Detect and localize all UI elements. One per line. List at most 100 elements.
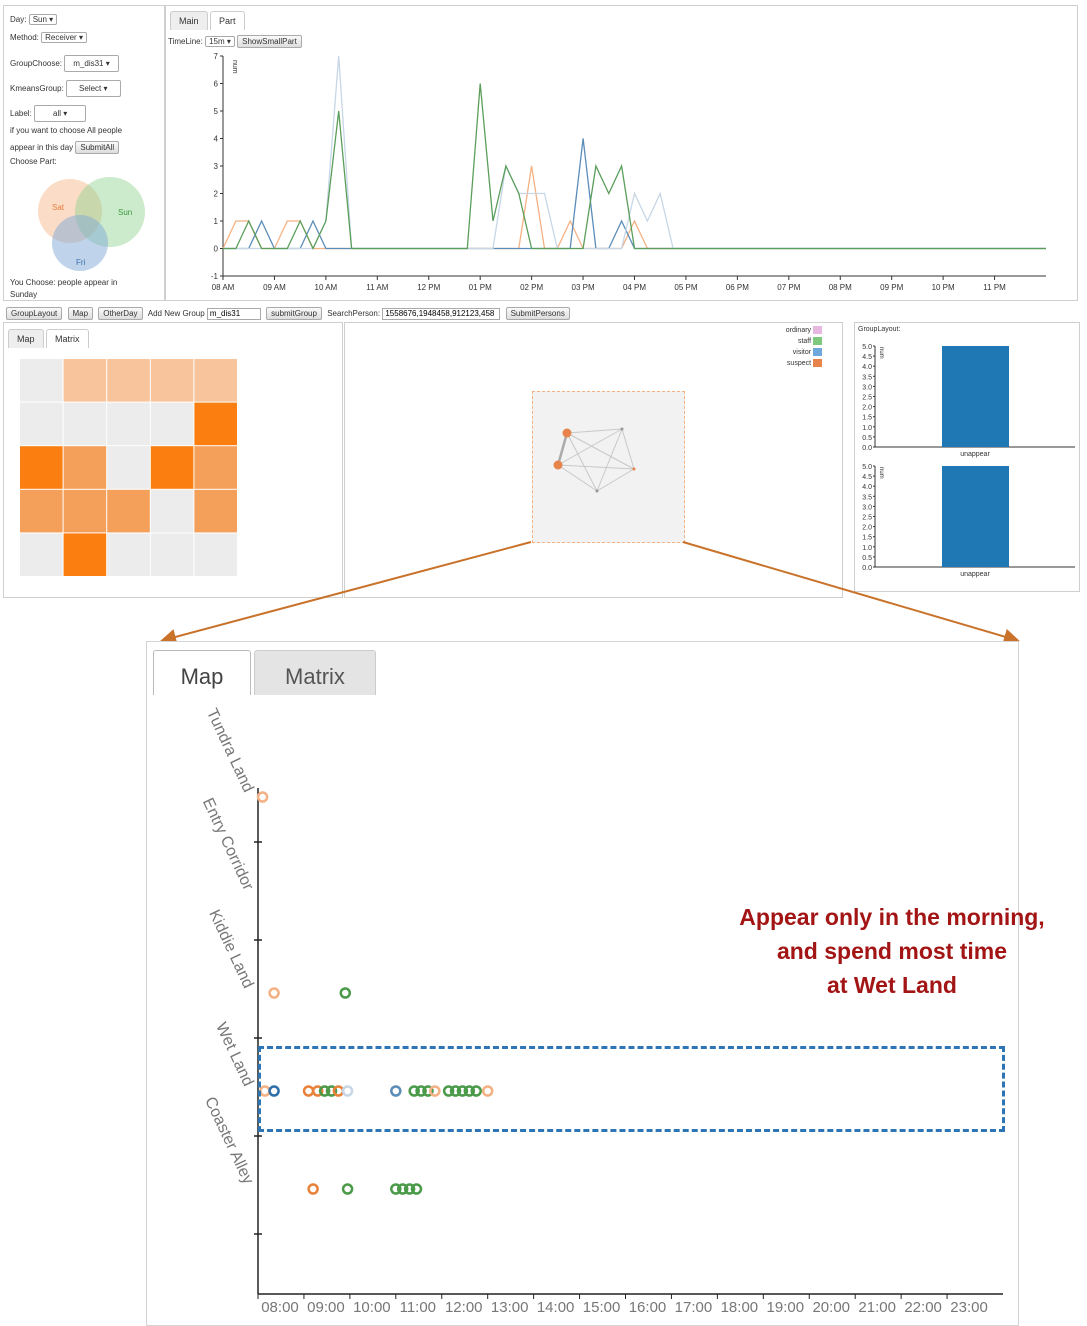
bar-label: unappear xyxy=(960,571,990,578)
annotation-line-3: at Wet Land xyxy=(827,972,957,998)
submit-group-button[interactable]: submitGroup xyxy=(266,307,322,320)
x-tick-label: 18:00 xyxy=(721,1299,759,1316)
y-tick-label: 0.5 xyxy=(862,555,872,562)
y-axis-label: num xyxy=(878,467,884,479)
x-tick-label: 09:00 xyxy=(307,1299,345,1316)
x-tick-label: 13:00 xyxy=(491,1299,529,1316)
zoom-connector xyxy=(160,541,1020,645)
x-tick-label: 17:00 xyxy=(675,1299,713,1316)
legend: ordinary staff visitor suspect xyxy=(786,325,822,369)
y-axis-label: num xyxy=(878,347,884,359)
kmeans-dropdown[interactable]: Select ▾ xyxy=(66,80,121,97)
y-tick-label: 0.5 xyxy=(862,435,872,442)
event-point xyxy=(325,1085,338,1097)
venn-fri-circle[interactable] xyxy=(52,215,108,271)
timeline-select[interactable]: 15m ▾ xyxy=(205,36,235,47)
venn-sat-label: Sat xyxy=(52,203,65,212)
network-node[interactable] xyxy=(553,460,563,470)
y-tick-label: 2.0 xyxy=(862,525,872,532)
x-tick-label: 10 PM xyxy=(932,283,955,292)
tab-map[interactable]: Map xyxy=(8,329,44,348)
grouplayout-button[interactable]: GroupLayout xyxy=(6,307,63,320)
matrix-cell xyxy=(63,402,107,446)
label-dropdown[interactable]: all ▾ xyxy=(34,105,87,122)
tab-matrix[interactable]: Matrix xyxy=(46,329,89,348)
y-axis-label: num xyxy=(231,60,238,74)
adjacency-matrix[interactable] xyxy=(20,359,240,579)
y-tick-label: 6 xyxy=(214,80,219,89)
method-row: Method: Receiver ▾ xyxy=(10,32,87,43)
matrix-cell xyxy=(150,359,194,402)
submitall-button[interactable]: SubmitAll xyxy=(75,141,120,154)
you-choose-text-1: You Choose: people appear in xyxy=(10,278,118,287)
network-node[interactable] xyxy=(562,428,572,438)
zoom-tab-map[interactable]: Map xyxy=(153,650,251,695)
matrix-cell xyxy=(20,446,63,489)
x-tick-label: 05 PM xyxy=(674,283,697,292)
matrix-cell xyxy=(194,533,237,576)
group-node-box[interactable] xyxy=(532,391,685,543)
tab-main[interactable]: Main xyxy=(170,11,208,30)
x-tick-label: 08 PM xyxy=(829,283,852,292)
y-tick-label: 1 xyxy=(214,217,219,226)
method-select[interactable]: Receiver ▾ xyxy=(41,32,87,43)
venn-diagram[interactable]: Sat Sun Fri xyxy=(32,169,152,274)
network-node[interactable] xyxy=(620,427,624,431)
x-tick-label: 03 PM xyxy=(572,283,595,292)
day-select[interactable]: Sun ▾ xyxy=(28,14,58,25)
bar xyxy=(942,346,1009,447)
add-group-label: Add New Group xyxy=(147,309,205,318)
x-tick-label: 09 PM xyxy=(880,283,903,292)
network-node[interactable] xyxy=(595,489,599,493)
y-category-label: Coaster Alley xyxy=(201,1094,256,1187)
otherday-button[interactable]: OtherDay xyxy=(98,307,143,320)
legend-swatch xyxy=(813,348,822,357)
y-tick-label: -1 xyxy=(211,272,219,281)
legend-label: suspect xyxy=(786,360,812,367)
show-small-part-button[interactable]: ShowSmallPart xyxy=(237,35,302,48)
matrix-cell xyxy=(194,489,237,533)
zoom-arrow-left xyxy=(160,541,532,645)
x-tick-label: 23:00 xyxy=(950,1299,988,1316)
groupchoose-dropdown[interactable]: m_dis31 ▾ xyxy=(64,55,119,72)
label-row: Label: all ▾ xyxy=(10,105,87,122)
kmeans-row: KmeansGroup: Select ▾ xyxy=(10,80,121,97)
network-edge xyxy=(596,428,623,492)
add-group-input[interactable] xyxy=(206,307,261,320)
x-tick-label: 02 PM xyxy=(520,283,543,292)
matrix-cell xyxy=(107,446,150,489)
you-choose-text-2: Sunday xyxy=(10,290,38,299)
timeline-row: TimeLine: 15m ▾ ShowSmallPart xyxy=(168,35,302,48)
y-tick-label: 4.5 xyxy=(862,474,872,481)
x-tick-label: 12:00 xyxy=(445,1299,483,1316)
matrix-cell xyxy=(63,446,107,489)
x-tick-label: 21:00 xyxy=(858,1299,896,1316)
legend-label: visitor xyxy=(792,349,812,356)
event-point xyxy=(396,1183,409,1195)
event-point xyxy=(403,1183,416,1195)
zoom-panel: Map Matrix Tundra Land Entry Corridor Kidd… xyxy=(146,641,1045,1326)
y-tick-label: 5.0 xyxy=(862,464,872,471)
x-tick-label: 12 PM xyxy=(417,283,440,292)
search-person-input[interactable] xyxy=(382,307,501,320)
y-tick-label: 5.0 xyxy=(862,344,872,351)
zoom-tab-matrix[interactable]: Matrix xyxy=(254,650,376,695)
x-tick-label: 19:00 xyxy=(767,1299,805,1316)
submit-persons-button[interactable]: SubmitPersons xyxy=(505,307,570,320)
bar xyxy=(942,466,1009,567)
x-tick-label: 08:00 xyxy=(261,1299,299,1316)
y-tick-label: 3.0 xyxy=(862,384,872,391)
tab-part[interactable]: Part xyxy=(210,11,245,30)
network-edge xyxy=(621,428,635,470)
x-tick-label: 11:00 xyxy=(400,1299,436,1316)
y-tick-label: 4 xyxy=(214,135,219,144)
zoom-arrow-right xyxy=(682,541,1020,645)
timeline-select-value: 15m xyxy=(209,37,225,46)
groupchoose-row: GroupChoose: m_dis31 ▾ xyxy=(10,55,119,72)
timeline-label: TimeLine: xyxy=(168,37,203,46)
y-tick-label: 2.5 xyxy=(862,395,872,402)
network-node[interactable] xyxy=(632,467,636,471)
map-button[interactable]: Map xyxy=(67,307,94,320)
label-value: all xyxy=(53,109,62,118)
legend-item-ordinary: ordinary xyxy=(786,325,822,336)
